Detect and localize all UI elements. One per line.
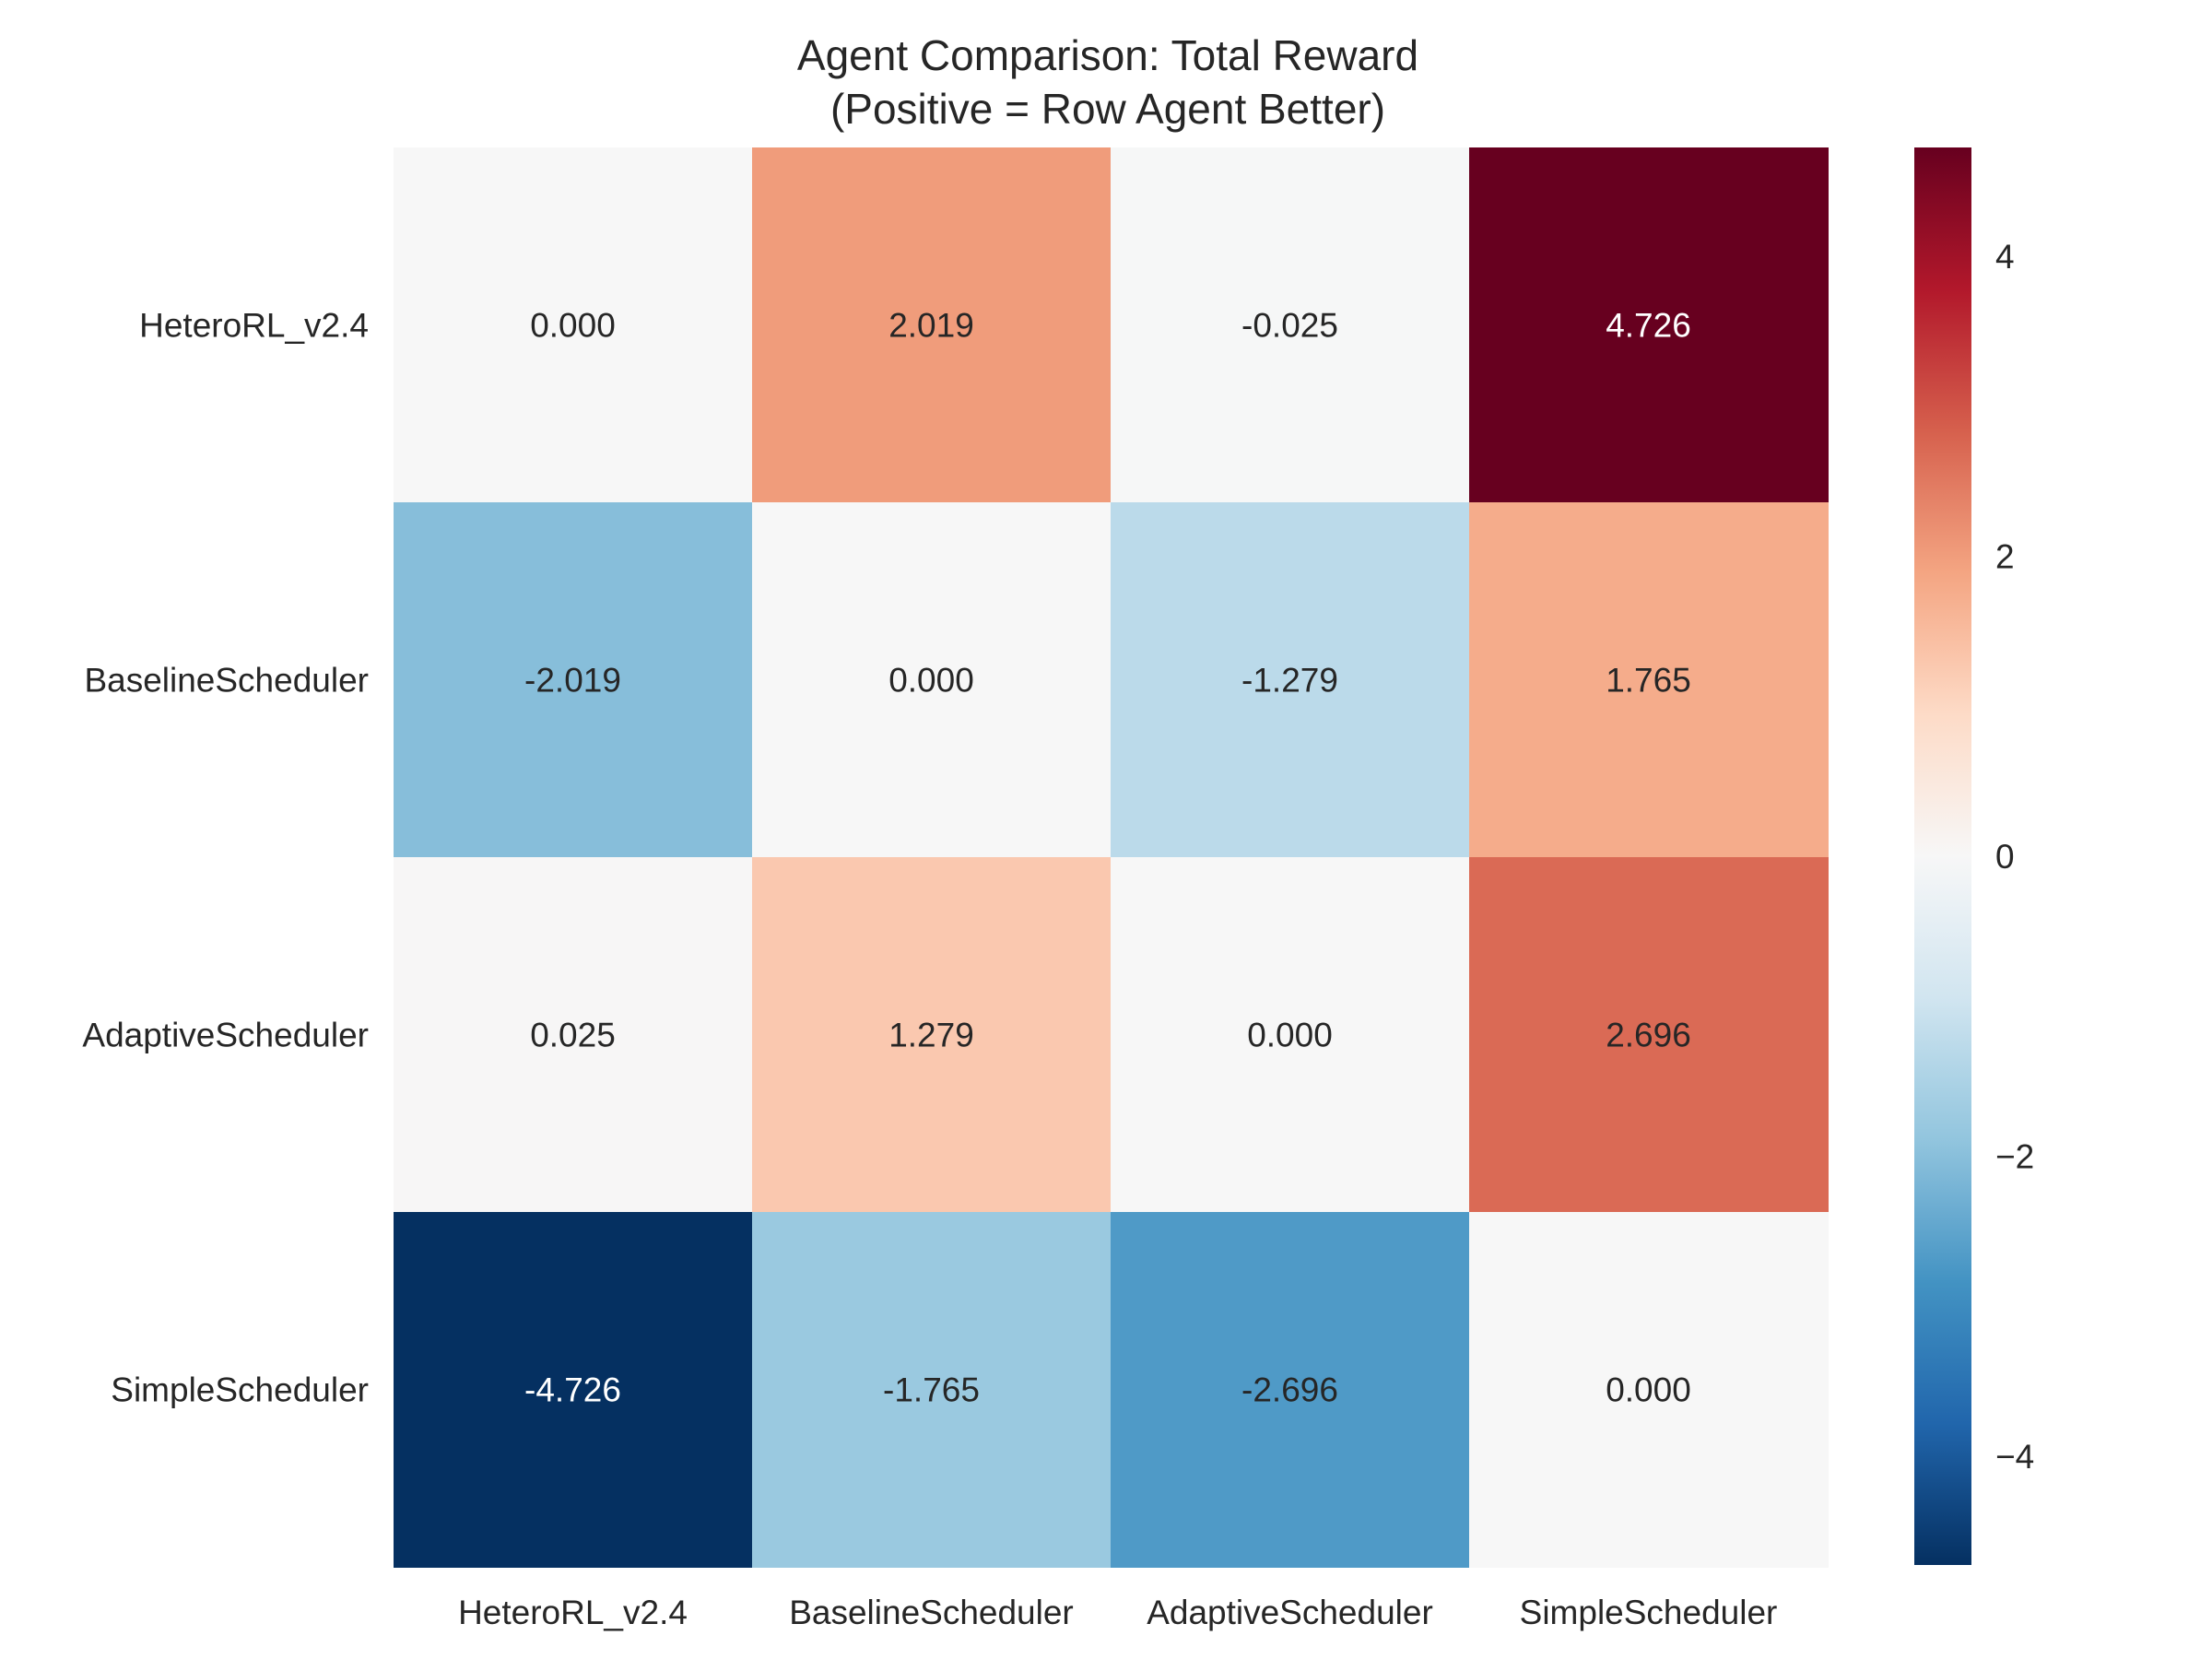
- colorbar: [1914, 147, 1971, 1565]
- column-tick-label: BaselineScheduler: [789, 1594, 1074, 1631]
- cell-value-label: 1.279: [888, 1017, 974, 1054]
- heatmap-cell: [752, 147, 1112, 503]
- column-labels: HeteroRL_v2.4 BaselineScheduler AdaptiveSc…: [458, 1594, 1777, 1631]
- row-tick-label: HeteroRL_v2.4: [139, 307, 369, 345]
- cell-value-label: 0.000: [1606, 1371, 1691, 1409]
- row-tick-label: BaselineScheduler: [84, 662, 369, 700]
- colorbar-tick-label: 0: [1995, 838, 2015, 876]
- heatmap-cell: [1111, 147, 1470, 503]
- heatmap-cell: [394, 147, 753, 503]
- column-tick-label: AdaptiveScheduler: [1147, 1594, 1433, 1631]
- column-tick-label: SimpleScheduler: [1520, 1594, 1778, 1631]
- colorbar-tick-label: 4: [1995, 238, 2015, 276]
- heatmap-cells: 0.000 2.019 -0.025 4.726 -2.019 0.000 -1.279 1.…: [394, 147, 1829, 1568]
- chart-subtitle: (Positive = Row Agent Better): [830, 85, 1385, 133]
- cell-value-label: -2.696: [1241, 1371, 1338, 1409]
- cell-value-label: 0.000: [888, 662, 974, 700]
- heatmap-cell: [1469, 857, 1829, 1213]
- cell-value-label: 2.696: [1606, 1017, 1691, 1054]
- heatmap-cell: [394, 1212, 753, 1568]
- cell-value-label: 0.025: [530, 1017, 616, 1054]
- heatmap-cell: [1469, 502, 1829, 858]
- heatmap-cell: [752, 857, 1112, 1213]
- cell-value-label: -1.765: [883, 1371, 980, 1409]
- cell-value-label: 0.000: [1247, 1017, 1333, 1054]
- cell-value-label: -1.279: [1241, 662, 1338, 700]
- cell-value-label: 4.726: [1606, 307, 1691, 345]
- cell-value-label: 0.000: [530, 307, 616, 345]
- heatmap-cell: [1111, 502, 1470, 858]
- row-tick-label: SimpleScheduler: [111, 1371, 369, 1409]
- row-tick-label: AdaptiveScheduler: [82, 1017, 369, 1054]
- chart-title: Agent Comparison: Total Reward: [797, 31, 1418, 79]
- colorbar-tick-label: −4: [1995, 1438, 2034, 1476]
- heatmap-cell: [1111, 1212, 1470, 1568]
- colorbar-tick-label: −2: [1995, 1137, 2034, 1175]
- heatmap-cell: [1469, 147, 1829, 503]
- heatmap-cell: [1469, 1212, 1829, 1568]
- cell-value-label: 2.019: [888, 307, 974, 345]
- heatmap-cell: [394, 857, 753, 1213]
- heatmap-cell: [752, 1212, 1112, 1568]
- colorbar-tick-label: 2: [1995, 538, 2015, 576]
- cell-value-label: 1.765: [1606, 662, 1691, 700]
- column-tick-label: HeteroRL_v2.4: [458, 1594, 688, 1631]
- cell-value-label: -0.025: [1241, 307, 1338, 345]
- heatmap-cell: [394, 502, 753, 858]
- heatmap-cell: [1111, 857, 1470, 1213]
- cell-value-label: -2.019: [524, 662, 621, 700]
- heatmap-cell: [752, 502, 1112, 858]
- cell-value-label: -4.726: [524, 1371, 621, 1409]
- row-labels: HeteroRL_v2.4 BaselineScheduler AdaptiveSc…: [82, 307, 369, 1409]
- colorbar-ticks: 4 2 0 −2 −4: [1995, 238, 2034, 1476]
